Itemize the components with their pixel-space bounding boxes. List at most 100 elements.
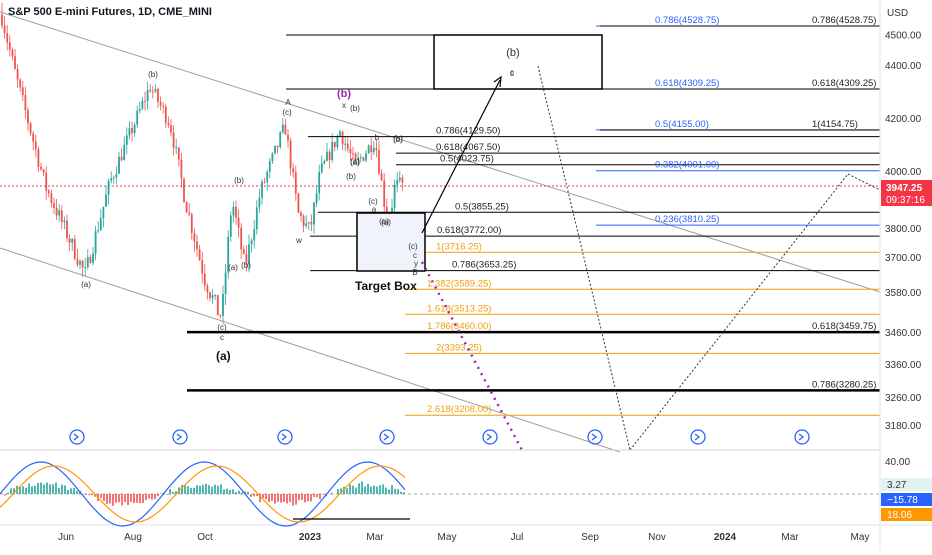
fib-label: 0.618(3459.75) <box>812 321 876 332</box>
macd-histogram-bar <box>205 484 207 494</box>
candle-body <box>376 148 378 150</box>
fib-label: 1.618(3513.25) <box>427 303 491 314</box>
y-tick-label: 4200.00 <box>885 114 922 125</box>
candle-body <box>64 221 66 222</box>
candle-body <box>188 213 190 215</box>
macd-histogram-bar <box>34 486 36 494</box>
candle-body <box>290 141 292 169</box>
wave-label: (c) <box>282 108 292 117</box>
macd-histogram-bar <box>352 486 354 494</box>
candle-body <box>277 146 279 147</box>
replay-icon-arrow <box>487 434 491 440</box>
candles <box>1 3 403 325</box>
candle-body <box>209 292 211 298</box>
candle-body <box>311 222 313 224</box>
y-tick-label: 3700.00 <box>885 253 922 264</box>
macd-histogram-bar <box>208 485 210 494</box>
macd-histogram-bar <box>58 488 60 494</box>
candle-body <box>79 261 81 265</box>
candle-body <box>212 295 214 298</box>
wave-b-box-label: (b) <box>506 47 519 59</box>
wave-label: x <box>342 101 346 110</box>
wave-label: (a) <box>228 263 238 272</box>
wave-label: a <box>372 205 377 214</box>
macd-histogram-bar <box>196 485 198 494</box>
wave-label: (a) <box>381 218 391 227</box>
candle-body <box>396 180 398 185</box>
candle-body <box>321 163 323 172</box>
macd-histogram-bar <box>109 494 111 503</box>
x-tick-label: Jul <box>511 532 524 543</box>
macd-histogram-bar <box>250 494 252 497</box>
candle-body <box>381 173 383 180</box>
candle-body <box>191 214 193 233</box>
macd-histogram-bar <box>4 494 6 495</box>
fib-label: 0.618(3772.00) <box>437 225 501 236</box>
candle-body <box>43 169 45 172</box>
candle-body <box>305 223 307 226</box>
candle-body <box>342 132 344 145</box>
macd-histogram-bar <box>385 488 387 494</box>
candle-body <box>316 193 318 203</box>
candle-body <box>173 132 175 147</box>
replay-icon-arrow <box>695 434 699 440</box>
candle-body <box>383 181 385 207</box>
candle-body <box>178 147 180 159</box>
macd-histogram-bar <box>316 494 318 497</box>
macd-histogram-bar <box>367 484 369 494</box>
wave-label: B <box>412 268 417 277</box>
macd-histogram-bar <box>46 483 48 494</box>
wave-label: c <box>510 69 514 78</box>
candle-body <box>175 147 177 148</box>
macd-histogram-bar <box>223 489 225 494</box>
macd-histogram-bar <box>403 492 405 494</box>
y-tick-label: 3260.00 <box>885 393 922 404</box>
candle-body <box>155 89 157 91</box>
candle-body <box>352 153 354 154</box>
candle-body <box>100 218 102 230</box>
candle-body <box>45 173 47 191</box>
candle-body <box>344 144 346 145</box>
macd-histogram-bar <box>268 494 270 502</box>
candle-body <box>347 144 349 149</box>
macd-histogram-bar <box>391 485 393 494</box>
macd-histogram-bar <box>142 494 144 503</box>
y-tick-label: 3460.00 <box>885 328 922 339</box>
candle-body <box>292 168 294 172</box>
macd-histogram-bar <box>361 481 363 494</box>
fib-label: 0.5(4023.75) <box>440 154 494 165</box>
candle-body <box>51 193 53 203</box>
candle-body <box>365 153 367 160</box>
candle-body <box>48 191 50 194</box>
x-tick-label: 2023 <box>299 532 322 543</box>
candle-body <box>6 33 8 42</box>
dotted-tail <box>848 174 880 190</box>
fib-label: 1(3716.25) <box>436 241 482 252</box>
candle-body <box>266 172 268 182</box>
macd-histogram-bar <box>154 494 156 499</box>
macd-histogram-bar <box>277 494 279 502</box>
candle-body <box>196 242 198 249</box>
candle-body <box>97 230 99 231</box>
macd-histogram-bar <box>349 485 351 494</box>
candle-body <box>350 149 352 153</box>
macd-histogram-bar <box>295 494 297 505</box>
candle-body <box>30 123 32 133</box>
macd-histogram-bar <box>112 494 114 506</box>
candle-body <box>230 215 232 236</box>
replay-icon-arrow <box>592 434 596 440</box>
candle-body <box>279 132 281 147</box>
wave-label: (b) <box>393 135 403 144</box>
candle-body <box>131 128 133 133</box>
candle-body <box>370 145 372 152</box>
candle-body <box>204 274 206 286</box>
candle-body <box>399 178 401 180</box>
currency-label: USD <box>887 8 908 19</box>
last-price: 3947.25 <box>886 183 923 194</box>
wave-label: b <box>375 133 380 142</box>
macd-histogram-bar <box>313 494 315 497</box>
lower-channel-line <box>0 248 620 452</box>
macd-histogram-bar <box>283 494 285 502</box>
candle-body <box>126 135 128 144</box>
wave-label: (b) <box>241 261 251 270</box>
